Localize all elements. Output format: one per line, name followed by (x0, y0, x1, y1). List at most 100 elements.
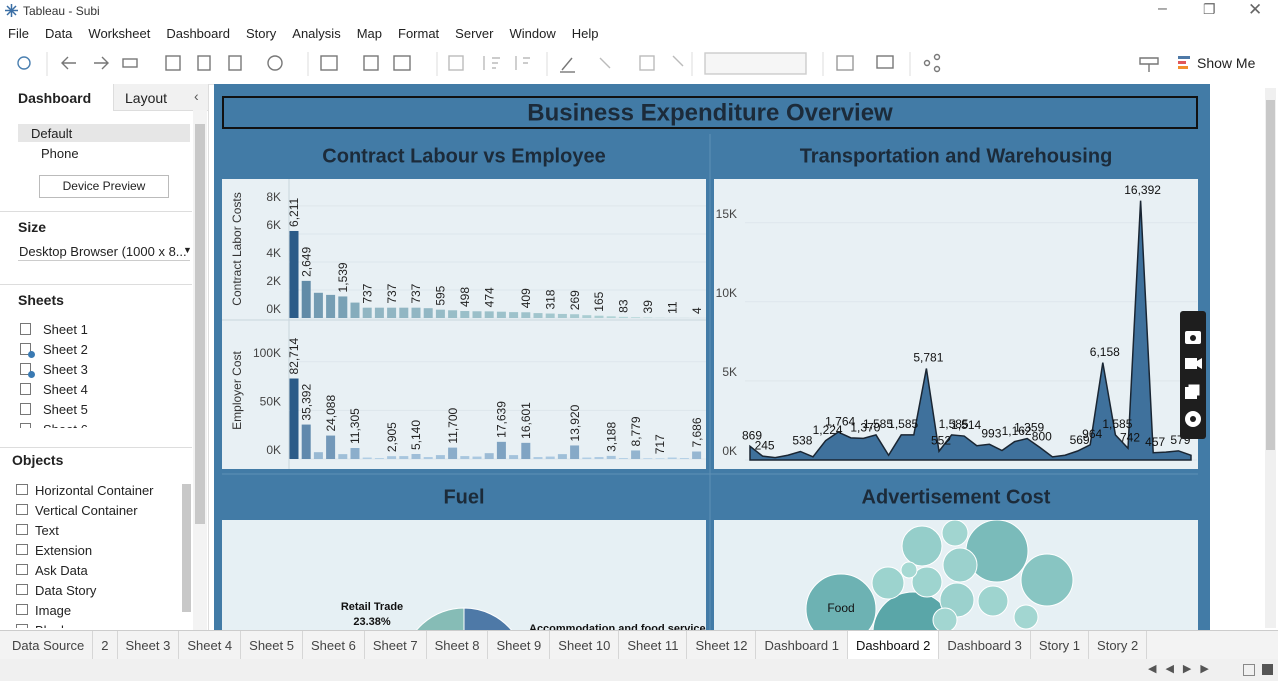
object-item[interactable]: Image (0, 600, 178, 620)
sheet-tab[interactable]: Sheet 7 (365, 631, 427, 659)
menu-item[interactable]: Analysis (292, 26, 341, 41)
status-bar: ◀◀▶▶ (0, 659, 1278, 681)
sheet-tab[interactable]: Sheet 5 (241, 631, 303, 659)
sheet-item[interactable]: Sheet 4 (0, 380, 190, 400)
sheet-tab[interactable]: Dashboard 2 (847, 631, 940, 659)
bar (399, 456, 409, 459)
sheet-tab[interactable]: Story 1 (1031, 631, 1090, 659)
y-tick-label: 50K (260, 395, 281, 409)
bar-value-label: 737 (409, 283, 423, 303)
object-item[interactable]: Vertical Container (0, 500, 178, 520)
object-item[interactable]: Horizontal Container (0, 480, 178, 500)
object-item[interactable]: Extension (0, 540, 178, 560)
menu-item[interactable]: Worksheet (88, 26, 151, 41)
bar (301, 424, 311, 459)
minimize-button[interactable]: – (1158, 0, 1167, 17)
show-me-button[interactable]: Show Me (1197, 55, 1256, 71)
sheet-tab[interactable]: Sheet 11 (619, 631, 688, 659)
object-icon (16, 604, 28, 615)
menu-item[interactable]: Format (398, 26, 440, 41)
bar (594, 457, 604, 459)
device-default[interactable]: Default (31, 126, 73, 141)
y-tick-label: 15K (716, 207, 737, 221)
y-tick-label: 10K (716, 286, 737, 300)
bar (484, 311, 494, 318)
bar-value-label: 11,305 (348, 408, 362, 444)
dashboard-tab[interactable]: Dashboard (18, 90, 92, 106)
area-value-label: 1,585 (1102, 417, 1132, 431)
object-name: Data Story (35, 583, 97, 598)
scrollbar[interactable] (1265, 88, 1276, 628)
sheet-tab[interactable]: Sheet 4 (179, 631, 242, 659)
side-panel: Dashboard Layout ‹ Default Phone Device … (0, 84, 209, 630)
menu-item[interactable]: Server (455, 26, 494, 41)
menu-item[interactable]: Window (509, 26, 556, 41)
close-button[interactable]: ✕ (1248, 0, 1263, 19)
area-value-label: 552 (931, 433, 951, 447)
sheet-item[interactable]: Sheet 6 (0, 420, 190, 428)
object-name: Text (35, 523, 59, 538)
sheet-tab[interactable]: Story 2 (1089, 631, 1148, 659)
bar (472, 311, 482, 318)
device-preview-button[interactable]: Device Preview (39, 175, 169, 198)
sheet-tab[interactable]: Sheet 8 (427, 631, 489, 659)
bar (679, 458, 689, 459)
bar (643, 458, 653, 459)
menu-item[interactable]: Data (44, 26, 73, 41)
layout-tab[interactable]: Layout (125, 90, 168, 106)
sheet-tab[interactable]: Sheet 12 (687, 631, 757, 659)
y-tick-label: 2K (266, 274, 281, 288)
object-icon (16, 564, 28, 575)
menu-item[interactable]: Map (356, 26, 382, 41)
menu-item[interactable]: Help (571, 26, 599, 41)
sheet-item[interactable]: Sheet 5 (0, 400, 190, 420)
sheet-tab[interactable]: Dashboard 1 (756, 631, 848, 659)
bar (631, 450, 641, 459)
sheet-tab[interactable]: Sheet 9 (488, 631, 551, 659)
menu-item[interactable]: Dashboard (166, 26, 230, 41)
bar-value-label: 11 (665, 301, 679, 314)
restore-button[interactable]: ❐ (1203, 1, 1216, 17)
pie-slice (463, 607, 512, 630)
pie-group: Retail Trade 23.38% Accommodation and food… (341, 601, 706, 630)
object-item[interactable]: Data Story (0, 580, 178, 600)
app-icon (5, 4, 18, 17)
menu-bar: File Data Worksheet Dashboard Story Analysis M… (0, 22, 1278, 44)
sheet-tab[interactable]: Sheet 10 (550, 631, 620, 659)
area-value-label: 457 (1145, 435, 1165, 449)
size-dropdown[interactable]: Desktop Browser (1000 x 8... (19, 244, 187, 259)
collapse-button[interactable]: ‹ (194, 88, 199, 104)
bar-value-label: 717 (653, 434, 667, 454)
object-item[interactable]: Blank (0, 620, 178, 628)
object-name: Ask Data (35, 563, 88, 578)
sheet-item[interactable]: Sheet 3 (0, 360, 190, 380)
menu-item[interactable]: Story (245, 26, 277, 41)
bar-value-label: 5,140 (409, 420, 423, 450)
bar (374, 307, 384, 318)
object-item[interactable]: Text (0, 520, 178, 540)
bar-value-label: 269 (568, 290, 582, 310)
device-phone[interactable]: Phone (41, 146, 79, 161)
bubble-label: Food (827, 601, 854, 615)
sheet-item[interactable]: Sheet 1 (0, 320, 190, 340)
object-icon (16, 584, 28, 595)
sheet-tab[interactable]: 2 (93, 631, 118, 659)
area-value-label: 1,585 (939, 417, 969, 431)
sheet-tab[interactable]: Data Source (4, 631, 94, 659)
bar-value-label: 13,920 (568, 404, 582, 441)
y-tick-label: 6K (266, 218, 281, 232)
sheet-tab[interactable]: Dashboard 3 (939, 631, 1031, 659)
bubble (942, 547, 978, 583)
bar-value-label: 82,714 (287, 337, 301, 374)
bar (399, 307, 409, 318)
sheet-item[interactable]: Sheet 2 (0, 340, 190, 360)
bar (448, 447, 458, 459)
object-item[interactable]: Ask Data (0, 560, 178, 580)
bar (289, 378, 299, 459)
area-value-label: 569 (1070, 433, 1090, 447)
menu-item[interactable]: File (8, 26, 29, 41)
bar (350, 448, 360, 459)
sheet-tab[interactable]: Sheet 6 (303, 631, 365, 659)
sheet-tab[interactable]: Sheet 3 (118, 631, 180, 659)
bar (521, 442, 531, 459)
